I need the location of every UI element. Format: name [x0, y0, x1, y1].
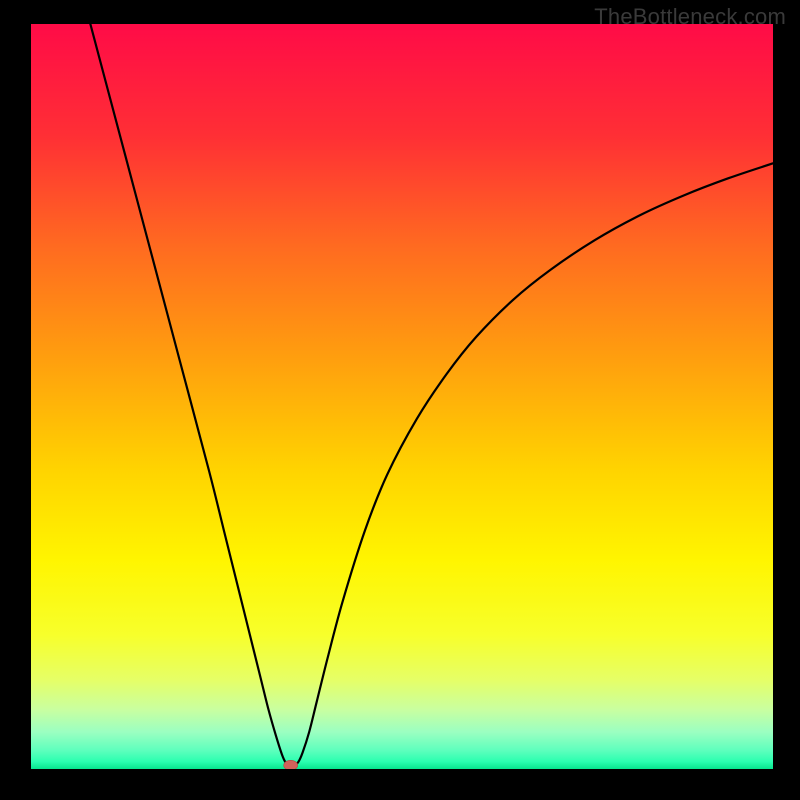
- watermark-text: TheBottleneck.com: [594, 4, 786, 30]
- chart-svg: [31, 24, 773, 769]
- chart-marker: [284, 760, 298, 769]
- chart-plot-area: [31, 24, 773, 769]
- chart-background: [31, 24, 773, 769]
